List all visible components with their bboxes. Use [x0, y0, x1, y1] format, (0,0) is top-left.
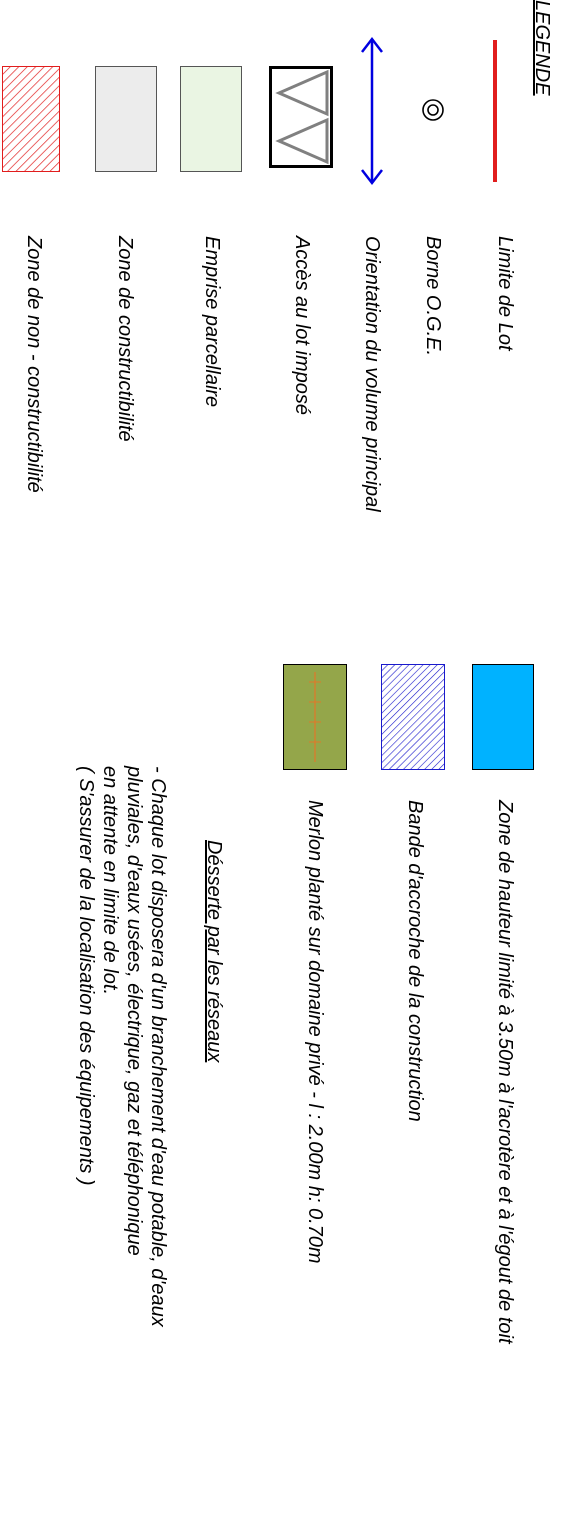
legend-label-planted-embankment: Merlon planté sur domaine privé - l : 2.…: [304, 800, 326, 1264]
legend-label-buildable-zone: Zone de constructibilité: [114, 236, 136, 442]
legend-label-boundary-marker: Borne O.G.E.: [422, 236, 444, 357]
networks-line-2: pluviales, d'eaux usées, électrique, gaz…: [123, 766, 145, 1256]
legend-label-lot-limit: Limite de Lot: [494, 236, 516, 351]
parcel-area-swatch: [180, 66, 242, 172]
networks-line-4: ( S'assurer de la localisation des équip…: [75, 766, 97, 1186]
legend-label-height-limit: Zone de hauteur limité à 3.50m à l'acrot…: [494, 800, 516, 1344]
buildable-zone-swatch: [95, 66, 157, 172]
lot-limit-symbol: [493, 40, 497, 182]
networks-section-body: - Chaque lot disposera d'un branchement …: [74, 766, 170, 1327]
networks-line-3: en attente en limite de lot.: [99, 766, 121, 996]
legend-label-access: Accès au lot imposé: [291, 236, 313, 415]
networks-section-title: Désserte par les réseaux: [203, 840, 225, 1063]
boundary-marker-icon: [422, 99, 444, 121]
non-buildable-zone-swatch: [2, 66, 60, 172]
legend-label-anchor-band: Bande d'accroche de la construction: [404, 800, 426, 1122]
anchor-band-swatch: [381, 664, 445, 770]
legend-label-parcel-area: Emprise parcellaire: [201, 236, 223, 408]
legend-label-non-buildable-zone: Zone de non - constructibilité: [23, 236, 45, 493]
legend-label-orientation: Orientation du volume principal: [361, 236, 383, 512]
networks-line-1: - Chaque lot disposera d'un branchement …: [147, 766, 169, 1327]
access-triangles-icon: [269, 66, 333, 168]
legend-title: LEGENDE: [531, 0, 553, 96]
planted-embankment-swatch: [283, 664, 347, 770]
orientation-arrow-icon: [361, 36, 383, 186]
height-limit-zone-swatch: [472, 664, 534, 770]
